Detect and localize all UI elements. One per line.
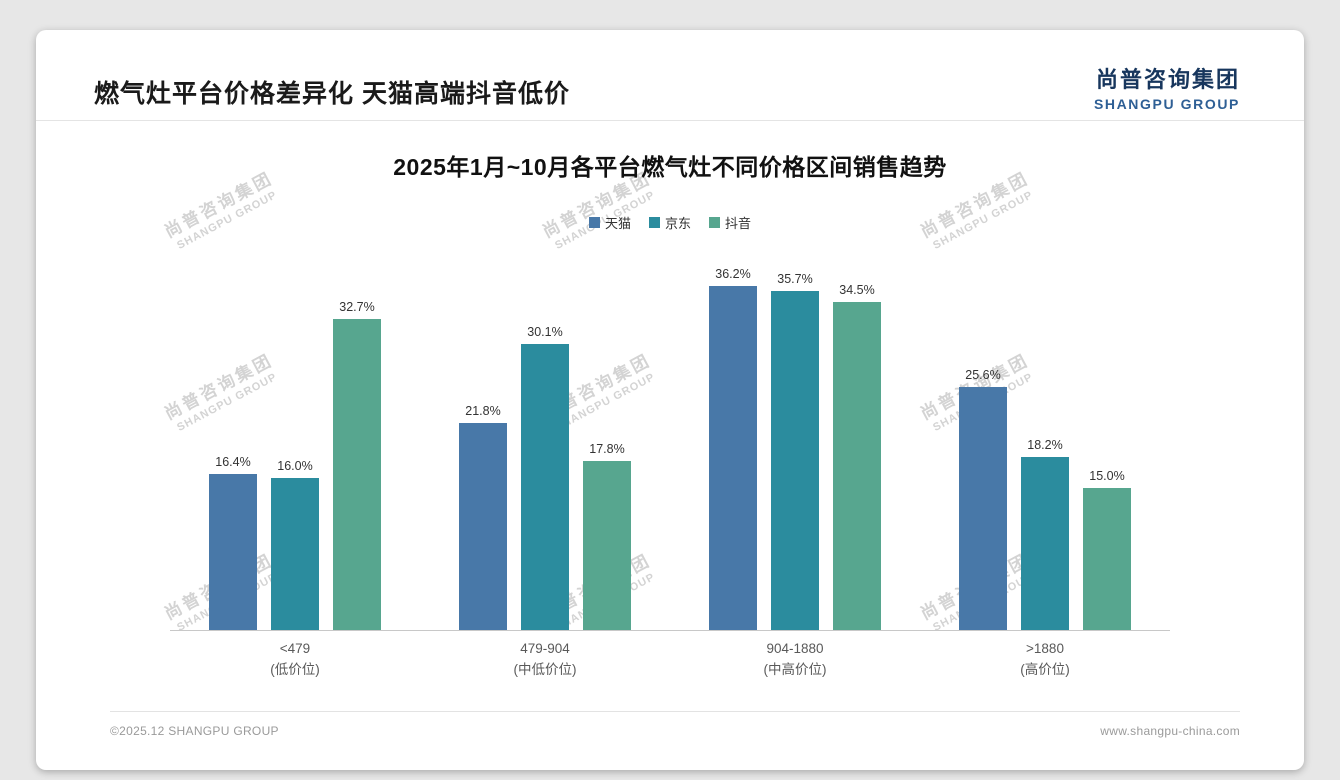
bar-value-label: 16.4% — [215, 455, 251, 470]
legend-item: 抖音 — [709, 213, 751, 232]
plot-area: 16.4% 16.0% 32.7% 21.8% 30.1% 17.8% 36.2% 35.7%… — [170, 250, 1170, 631]
header-divider — [36, 120, 1304, 121]
legend-label: 天猫 — [604, 216, 631, 231]
logo-en-text: SHANGPU GROUP — [1093, 96, 1240, 112]
company-logo: 尚普咨询集团 SHANGPU GROUP — [1094, 62, 1240, 112]
footer: ©2025.12 SHANGPU GROUP www.shangpu-china… — [110, 724, 1240, 738]
slide-card: 尚普咨询集团 SHANGPU GROUP 尚普咨询集团 SHANGPU GROUP 尚普… — [36, 30, 1304, 770]
legend-swatch — [588, 217, 600, 228]
chart-legend: 天猫 京东 抖音 — [36, 213, 1304, 232]
bar-value-label: 18.2% — [1027, 438, 1063, 453]
category-tier: (中高价位) — [763, 661, 827, 677]
bar-value-label: 35.7% — [777, 271, 813, 286]
bar-value-label: 16.0% — [277, 459, 313, 473]
bar-group: 25.6% 18.2% 15.0% — [959, 250, 1131, 630]
bar-rect — [959, 386, 1007, 630]
category-tier: (低价位) — [270, 661, 320, 677]
bar-rect — [209, 474, 257, 630]
bar-rect — [1021, 457, 1069, 630]
chart-title: 2025年1月~10月各平台燃气灶不同价格区间销售趋势 — [393, 154, 947, 180]
bar-rect — [709, 286, 757, 630]
legend-swatch — [709, 217, 720, 228]
category-range: 479-904 — [520, 641, 570, 656]
footer-copyright: ©2025.12 SHANGPU GROUP — [110, 724, 279, 738]
category-label: 904-1880 (中高价位) — [709, 639, 881, 681]
legend-item: 天猫 — [588, 213, 631, 232]
legend-item: 京东 — [648, 213, 691, 232]
bar-column-京东: 18.2% — [1021, 250, 1069, 630]
slide-content: 燃气灶平台价格差异化 天猫高端抖音低价 尚普咨询集团 SHANGPU GROUP… — [36, 30, 1304, 770]
bar-value-label: 34.5% — [839, 283, 875, 298]
bar-value-label: 17.8% — [589, 441, 625, 456]
bar-column-天猫: 25.6% — [959, 250, 1007, 630]
category-range: <479 — [279, 641, 311, 656]
bar-value-label: 30.1% — [527, 325, 563, 340]
category-tier: (高价位) — [1020, 661, 1070, 677]
bar-value-label: 15.0% — [1089, 468, 1125, 483]
legend-label: 京东 — [664, 216, 691, 231]
bar-rect — [1083, 487, 1131, 630]
legend-label: 抖音 — [725, 216, 752, 231]
bar-rect — [333, 319, 381, 630]
bar-chart: 16.4% 16.0% 32.7% 21.8% 30.1% 17.8% 36.2% 35.7%… — [170, 250, 1170, 681]
bar-rect — [771, 290, 819, 630]
category-tier: (中低价位) — [513, 661, 577, 677]
bar-column-京东: 16.0% — [271, 250, 319, 630]
category-range: >1880 — [1026, 641, 1064, 656]
category-label: 479-904 (中低价位) — [459, 639, 631, 681]
bar-column-抖音: 34.5% — [833, 250, 881, 630]
bar-rect — [583, 460, 631, 630]
bar-column-天猫: 16.4% — [209, 250, 257, 630]
bar-value-label: 25.6% — [965, 367, 1001, 382]
footer-divider — [110, 711, 1240, 712]
bar-column-京东: 35.7% — [771, 250, 819, 630]
footer-website: www.shangpu-china.com — [1100, 724, 1240, 738]
page-title: 燃气灶平台价格差异化 天猫高端抖音低价 — [94, 80, 570, 108]
bar-rect — [833, 302, 881, 630]
legend-swatch — [648, 217, 660, 228]
bar-value-label: 32.7% — [339, 300, 375, 315]
bar-value-label: 36.2% — [715, 267, 751, 282]
bar-rect — [459, 422, 507, 630]
bar-column-天猫: 21.8% — [459, 250, 507, 630]
category-range: 904-1880 — [766, 641, 824, 656]
bar-rect — [271, 478, 319, 630]
bar-group: 16.4% 16.0% 32.7% — [209, 250, 381, 630]
category-label: >1880 (高价位) — [959, 639, 1131, 681]
bar-column-天猫: 36.2% — [709, 250, 757, 630]
category-label: <479 (低价位) — [209, 639, 381, 681]
category-axis: <479 (低价位) 479-904 (中低价位) 904-1880 (中高价位) >188… — [170, 639, 1170, 681]
bar-column-京东: 30.1% — [521, 250, 569, 630]
bar-column-抖音: 17.8% — [583, 250, 631, 630]
bar-column-抖音: 32.7% — [333, 250, 381, 630]
bar-group: 21.8% 30.1% 17.8% — [459, 250, 631, 630]
bar-column-抖音: 15.0% — [1083, 250, 1131, 630]
bar-group: 36.2% 35.7% 34.5% — [709, 250, 881, 630]
bar-value-label: 21.8% — [465, 403, 501, 418]
bar-rect — [521, 344, 569, 630]
logo-cn-text: 尚普咨询集团 — [1095, 67, 1240, 92]
